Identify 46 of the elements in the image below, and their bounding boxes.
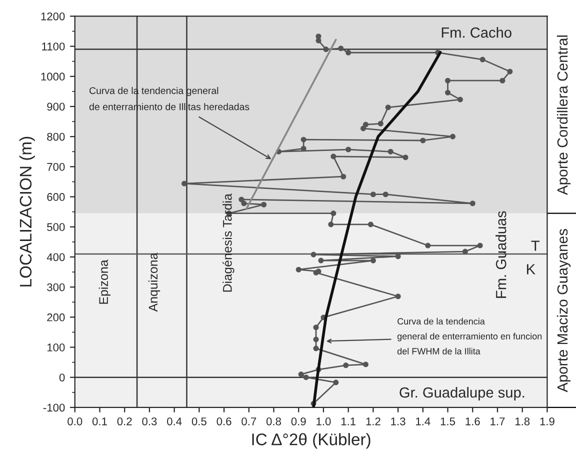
x-tick-label: 1.3 — [391, 417, 406, 426]
x-tick-label: 0.6 — [216, 417, 232, 426]
y-tick-label: 300 — [47, 283, 65, 292]
y-tick-label: 200 — [47, 313, 65, 322]
annotation: K — [527, 264, 536, 274]
y-tick-label: 400 — [46, 253, 65, 262]
y-tick-label: 600 — [47, 193, 65, 201]
x-tick-label: 1.7 — [490, 418, 505, 426]
x-tick-label: 1.6 — [466, 417, 480, 426]
x-tick-label: 1.8 — [515, 417, 530, 426]
y-tick-label: 1200 — [41, 12, 65, 20]
x-tick-label: 0.4 — [167, 417, 182, 426]
x-tick-label: 0.8 — [266, 417, 281, 426]
x-tick-label: 1.4 — [416, 418, 430, 426]
annotation: Fm. Guaduas — [496, 211, 506, 298]
y-tick-label: 800 — [47, 132, 65, 141]
y-tick-label: 700 — [47, 162, 65, 171]
x-axis-title: IC Δ°2θ (Kübler) — [252, 433, 370, 449]
annotation: Fm. Cacho — [442, 27, 512, 38]
band-label: Aporte Macizo Guayanes — [556, 229, 571, 392]
y-tick-label: 1100 — [42, 42, 65, 50]
y-tick-label: 500 — [47, 223, 65, 232]
y-axis-title: LOCALIZACION (m) — [19, 136, 35, 286]
x-tick-label: 1.1 — [341, 418, 356, 426]
x-tick-label: 0.7 — [242, 417, 256, 426]
annotation: Epizona — [98, 260, 110, 304]
x-tick-label: 1.5 — [440, 418, 456, 426]
x-tick-label: 0.9 — [291, 417, 306, 426]
x-tick-label: 0.1 — [92, 417, 107, 426]
y-tick-label: 900 — [47, 102, 65, 111]
annotation: Anquizona — [148, 252, 160, 312]
band-label: Aporte Cordillera Central — [556, 35, 571, 195]
y-tick-label: 1000 — [41, 72, 65, 81]
x-tick-label: 0.0 — [68, 417, 82, 426]
x-tick-label: 0.2 — [117, 417, 132, 426]
y-tick-label: 0 — [59, 374, 65, 382]
annotation: T — [531, 240, 540, 251]
x-tick-label: 1.0 — [316, 417, 331, 426]
y-tick-label: 100 — [47, 344, 65, 352]
x-tick-label: 0.3 — [142, 417, 157, 426]
x-tick-label: 1.9 — [540, 417, 554, 426]
y-tick-label: -100 — [43, 404, 65, 412]
annotation: Gr. Guadalupe sup. — [400, 386, 524, 401]
x-tick-label: 0.5 — [192, 417, 206, 426]
annotation: Curva de la tendencia general de enterramiento en funcion del FWHM de la Illita — [397, 318, 542, 354]
x-tick-label: 1.2 — [366, 417, 380, 426]
